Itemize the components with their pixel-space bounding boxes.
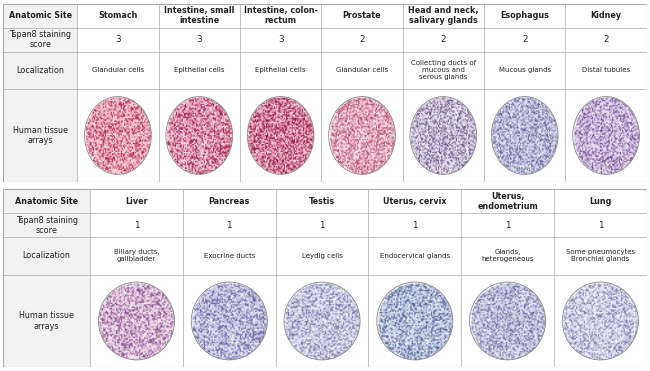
Text: Epithelial cells: Epithelial cells <box>255 68 306 73</box>
Text: Human tissue
arrays: Human tissue arrays <box>13 126 68 145</box>
Bar <box>3 4 77 28</box>
Text: Collecting ducts of
mucous and
serous glands: Collecting ducts of mucous and serous gl… <box>411 60 476 81</box>
Text: Glandular cells: Glandular cells <box>92 68 144 73</box>
Text: Localization: Localization <box>16 66 64 75</box>
Text: Anatomic Site: Anatomic Site <box>8 11 72 20</box>
Text: Head and neck,
salivary glands: Head and neck, salivary glands <box>408 6 478 26</box>
Bar <box>3 213 90 237</box>
Text: 2: 2 <box>603 35 609 44</box>
Text: Tspan8 staining
score: Tspan8 staining score <box>9 30 72 49</box>
Text: 2: 2 <box>441 35 446 44</box>
Text: 1: 1 <box>412 221 417 230</box>
Bar <box>3 189 90 213</box>
Text: Uterus,
endometrium: Uterus, endometrium <box>477 191 538 211</box>
Bar <box>3 52 77 89</box>
Text: Stomach: Stomach <box>98 11 138 20</box>
Text: 1: 1 <box>319 221 325 230</box>
Text: Tspan8 staining
score: Tspan8 staining score <box>16 216 78 235</box>
Text: Glands,
heterogeneous: Glands, heterogeneous <box>482 249 534 263</box>
Text: Some pneumocytes
Bronchial glands: Some pneumocytes Bronchial glands <box>566 249 635 263</box>
Text: Intestine, small
intestine: Intestine, small intestine <box>164 6 235 26</box>
Text: Anatomic Site: Anatomic Site <box>15 197 78 206</box>
Text: 1: 1 <box>597 221 603 230</box>
Text: Localization: Localization <box>23 252 71 260</box>
Text: Liver: Liver <box>125 197 148 206</box>
Text: Uterus, cervix: Uterus, cervix <box>383 197 447 206</box>
Text: Testis: Testis <box>309 197 335 206</box>
Text: 1: 1 <box>227 221 232 230</box>
Text: Exocrine ducts: Exocrine ducts <box>203 253 255 259</box>
Text: Leydig cells: Leydig cells <box>302 253 343 259</box>
Text: Epithelial cells: Epithelial cells <box>174 68 224 73</box>
Text: Glandular cells: Glandular cells <box>336 68 388 73</box>
Bar <box>3 275 90 367</box>
Text: 2: 2 <box>522 35 527 44</box>
Text: Lung: Lung <box>589 197 612 206</box>
Text: Distal tubules: Distal tubules <box>582 68 630 73</box>
Text: Biliary ducts,
gallbladder: Biliary ducts, gallbladder <box>114 249 159 263</box>
Text: Esophagus: Esophagus <box>500 11 549 20</box>
Text: 2: 2 <box>359 35 365 44</box>
Text: Human tissue
arrays: Human tissue arrays <box>20 311 74 331</box>
Text: Prostate: Prostate <box>343 11 382 20</box>
Text: Intestine, colon-
rectum: Intestine, colon- rectum <box>244 6 318 26</box>
Text: Endocervical glands: Endocervical glands <box>380 253 450 259</box>
Bar <box>3 28 77 52</box>
Bar <box>3 237 90 275</box>
Text: Mucous glands: Mucous glands <box>499 68 551 73</box>
Text: 1: 1 <box>134 221 139 230</box>
Text: Pancreas: Pancreas <box>209 197 250 206</box>
Text: Kidney: Kidney <box>590 11 621 20</box>
Bar <box>3 89 77 182</box>
Text: 3: 3 <box>196 35 202 44</box>
Text: 3: 3 <box>115 35 121 44</box>
Text: 3: 3 <box>278 35 283 44</box>
Text: 1: 1 <box>505 221 510 230</box>
